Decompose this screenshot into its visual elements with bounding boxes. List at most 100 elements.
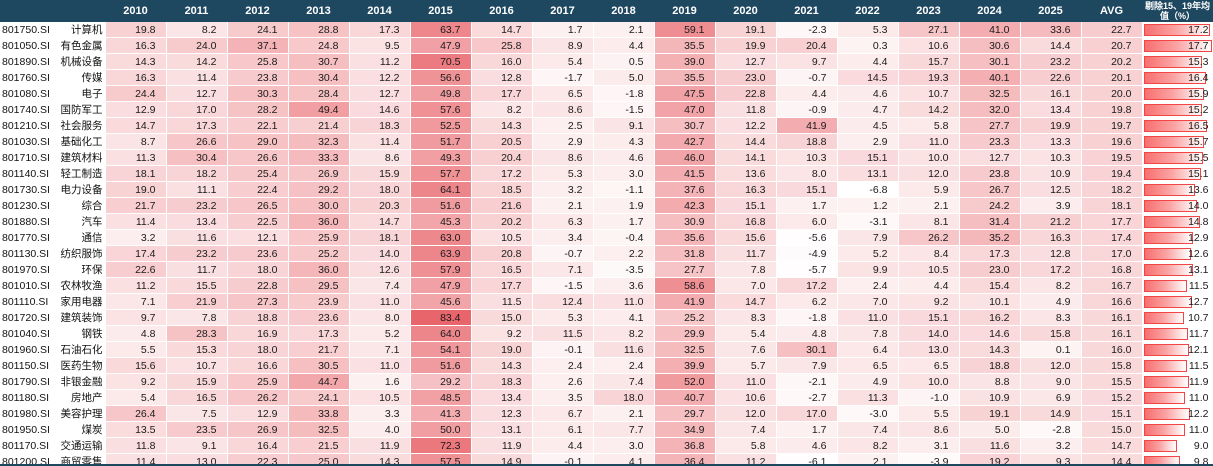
value-cell-2021[interactable]: -2.1: [776, 373, 838, 390]
value-cell-2021[interactable]: -4.9: [776, 245, 838, 262]
row-label-cell[interactable]: 801890.SI 机械设备: [0, 53, 106, 70]
value-cell-2021[interactable]: -2.3: [776, 22, 838, 38]
value-cell-2011[interactable]: 11.4: [166, 69, 228, 86]
col-header-2023[interactable]: 2023: [898, 0, 959, 22]
value-cell-2013[interactable]: 21.5: [288, 437, 350, 454]
value-cell-2017[interactable]: 6.5: [532, 85, 594, 102]
value-cell-2019[interactable]: 31.8: [654, 245, 716, 262]
col-header-2018[interactable]: 2018: [593, 0, 654, 22]
row-label-cell[interactable]: 801880.SI 汽车: [0, 213, 106, 230]
value-cell-2012[interactable]: 22.8: [227, 277, 289, 294]
value-cell-2018[interactable]: 4.6: [593, 149, 655, 166]
value-cell-2022[interactable]: 2.4: [837, 277, 899, 294]
excl-avg-databar-cell[interactable]: 12.9: [1142, 229, 1213, 246]
value-cell-2022[interactable]: 11.3: [837, 389, 899, 406]
value-cell-2014[interactable]: 5.2: [349, 325, 411, 342]
value-cell-2021[interactable]: 30.1: [776, 341, 838, 358]
row-label-cell[interactable]: 801170.SI 交通运输: [0, 437, 106, 454]
value-cell-2022[interactable]: 2.1: [837, 453, 899, 464]
value-cell-2017[interactable]: 5.3: [532, 309, 594, 326]
excl-avg-databar-cell[interactable]: 15.5: [1142, 149, 1213, 166]
value-cell-2012[interactable]: 12.9: [227, 405, 289, 422]
excl-avg-databar-cell[interactable]: 11.5: [1142, 277, 1213, 294]
avg-cell[interactable]: 16.8: [1081, 261, 1143, 278]
value-cell-2020[interactable]: 10.6: [715, 389, 777, 406]
value-cell-2015[interactable]: 45.6: [410, 293, 472, 310]
value-cell-2023[interactable]: 8.1: [898, 213, 960, 230]
row-label-cell[interactable]: 801750.SI 计算机: [0, 22, 106, 38]
value-cell-2023[interactable]: -1.0: [898, 389, 960, 406]
value-cell-2011[interactable]: 11.6: [166, 229, 228, 246]
value-cell-2010[interactable]: 14.7: [105, 117, 167, 134]
value-cell-2020[interactable]: 5.8: [715, 437, 777, 454]
value-cell-2023[interactable]: 15.1: [898, 309, 960, 326]
value-cell-2014[interactable]: 14.3: [349, 453, 411, 464]
col-header-2024[interactable]: 2024: [959, 0, 1020, 22]
value-cell-2024[interactable]: 35.2: [959, 229, 1021, 246]
avg-cell[interactable]: 19.7: [1081, 117, 1143, 134]
value-cell-2017[interactable]: 12.4: [532, 293, 594, 310]
row-label-cell[interactable]: 801720.SI 建筑装饰: [0, 309, 106, 326]
excl-avg-databar-cell[interactable]: 17.7: [1142, 37, 1213, 54]
value-cell-2016[interactable]: 15.0: [471, 309, 533, 326]
value-cell-2023[interactable]: 8.4: [898, 245, 960, 262]
value-cell-2019[interactable]: 36.4: [654, 453, 716, 464]
excl-avg-databar-cell[interactable]: 9.0: [1142, 437, 1213, 454]
value-cell-2012[interactable]: 26.2: [227, 389, 289, 406]
value-cell-2022[interactable]: 14.5: [837, 69, 899, 86]
value-cell-2017[interactable]: 2.1: [532, 197, 594, 214]
row-label-cell[interactable]: 801980.SI 美容护理: [0, 405, 106, 422]
value-cell-2019[interactable]: 41.5: [654, 165, 716, 182]
value-cell-2025[interactable]: 12.5: [1020, 181, 1082, 198]
value-cell-2013[interactable]: 30.7: [288, 53, 350, 70]
value-cell-2014[interactable]: 17.3: [349, 22, 411, 38]
value-cell-2015[interactable]: 57.7: [410, 165, 472, 182]
value-cell-2011[interactable]: 16.5: [166, 389, 228, 406]
value-cell-2025[interactable]: 16.1: [1020, 85, 1082, 102]
value-cell-2012[interactable]: 12.1: [227, 229, 289, 246]
value-cell-2015[interactable]: 64.1: [410, 181, 472, 198]
value-cell-2025[interactable]: 3.9: [1020, 197, 1082, 214]
value-cell-2015[interactable]: 45.3: [410, 213, 472, 230]
value-cell-2025[interactable]: 9.0: [1020, 373, 1082, 390]
value-cell-2018[interactable]: 18.0: [593, 389, 655, 406]
value-cell-2016[interactable]: 12.8: [471, 69, 533, 86]
value-cell-2010[interactable]: 4.8: [105, 325, 167, 342]
avg-cell[interactable]: 19.5: [1081, 149, 1143, 166]
value-cell-2013[interactable]: 24.8: [288, 37, 350, 54]
avg-cell[interactable]: 16.1: [1081, 309, 1143, 326]
value-cell-2018[interactable]: 7.4: [593, 373, 655, 390]
value-cell-2011[interactable]: 14.2: [166, 53, 228, 70]
value-cell-2024[interactable]: 19.2: [959, 453, 1021, 464]
value-cell-2018[interactable]: 3.6: [593, 277, 655, 294]
value-cell-2023[interactable]: 3.1: [898, 437, 960, 454]
value-cell-2015[interactable]: 41.3: [410, 405, 472, 422]
value-cell-2018[interactable]: 9.1: [593, 117, 655, 134]
value-cell-2023[interactable]: 10.0: [898, 373, 960, 390]
value-cell-2017[interactable]: 11.5: [532, 325, 594, 342]
value-cell-2021[interactable]: 10.3: [776, 149, 838, 166]
value-cell-2016[interactable]: 14.9: [471, 453, 533, 464]
value-cell-2013[interactable]: 25.9: [288, 229, 350, 246]
avg-cell[interactable]: 15.8: [1081, 357, 1143, 374]
value-cell-2019[interactable]: 34.9: [654, 421, 716, 438]
value-cell-2012[interactable]: 37.1: [227, 37, 289, 54]
value-cell-2017[interactable]: 3.4: [532, 229, 594, 246]
value-cell-2021[interactable]: -6.1: [776, 453, 838, 464]
value-cell-2019[interactable]: 46.0: [654, 149, 716, 166]
excl-avg-databar-cell[interactable]: 10.7: [1142, 309, 1213, 326]
value-cell-2012[interactable]: 25.8: [227, 53, 289, 70]
value-cell-2024[interactable]: 5.0: [959, 421, 1021, 438]
excl-avg-databar-cell[interactable]: 9.8: [1142, 453, 1213, 464]
value-cell-2011[interactable]: 15.3: [166, 341, 228, 358]
avg-cell[interactable]: 20.2: [1081, 53, 1143, 70]
value-cell-2013[interactable]: 36.0: [288, 261, 350, 278]
value-cell-2022[interactable]: 4.4: [837, 53, 899, 70]
value-cell-2024[interactable]: 18.8: [959, 357, 1021, 374]
value-cell-2013[interactable]: 28.8: [288, 22, 350, 38]
value-cell-2023[interactable]: 10.6: [898, 37, 960, 54]
value-cell-2024[interactable]: 12.7: [959, 149, 1021, 166]
row-label-cell[interactable]: 801950.SI 煤炭: [0, 421, 106, 438]
value-cell-2014[interactable]: 1.6: [349, 373, 411, 390]
value-cell-2021[interactable]: -5.6: [776, 229, 838, 246]
